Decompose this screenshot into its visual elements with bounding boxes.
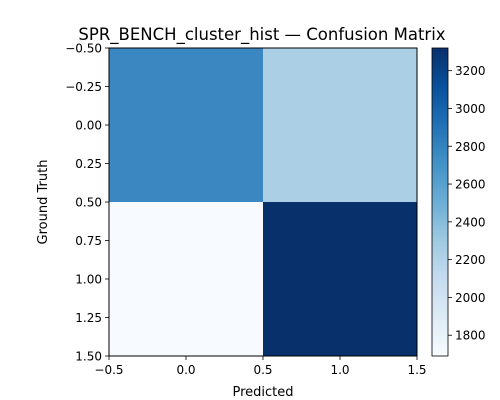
- x-tick-label: 0.5: [253, 363, 272, 377]
- y-axis-ticks: −0.50 −0.25 0.00 0.25 0.50 0.75 1.00 1.25 1.50: [65, 42, 109, 364]
- heatmap-cell-r0-c1: [263, 48, 417, 202]
- colorbar-tick-label: 3000: [455, 102, 486, 116]
- heatmap-cell-r1-c1: [263, 202, 417, 356]
- y-tick-label: 0.00: [75, 119, 102, 133]
- y-tick-label: 0.50: [75, 196, 102, 210]
- x-axis-label: Predicted: [232, 385, 293, 400]
- colorbar: [431, 47, 449, 357]
- colorbar-tick-label: 1800: [455, 329, 486, 343]
- heatmap-cells: [109, 48, 417, 356]
- colorbar-tick-label: 2200: [455, 253, 486, 267]
- y-tick-label: 1.00: [75, 273, 102, 287]
- x-tick-label: 1.5: [407, 363, 426, 377]
- y-tick-label: 1.25: [75, 311, 102, 325]
- y-axis-label: Ground Truth: [36, 160, 51, 245]
- x-tick-label: 0.0: [176, 363, 195, 377]
- chart-title: SPR_BENCH_cluster_hist — Confusion Matri…: [78, 25, 445, 45]
- y-tick-label: −0.25: [65, 80, 102, 94]
- x-axis-ticks: −0.5 0.0 0.5 1.0 1.5: [94, 356, 427, 377]
- heatmap-cell-r0-c0: [109, 48, 263, 202]
- colorbar-tick-label: 3200: [455, 64, 486, 78]
- colorbar-tick-label: 2800: [455, 140, 486, 154]
- x-tick-label: −0.5: [94, 363, 123, 377]
- colorbar-tick-label: 2600: [455, 178, 486, 192]
- y-tick-label: 0.25: [75, 157, 102, 171]
- y-tick-label: 0.75: [75, 234, 102, 248]
- heatmap-cell-r1-c0: [109, 202, 263, 356]
- y-tick-label: −0.50: [65, 42, 102, 56]
- x-tick-label: 1.0: [330, 363, 349, 377]
- colorbar-ticks: 1800 2000 2200 2400 2600 2800 3000 3200: [448, 64, 486, 343]
- colorbar-tick-label: 2400: [455, 215, 486, 229]
- y-tick-label: 1.50: [75, 350, 102, 364]
- colorbar-tick-label: 2000: [455, 291, 486, 305]
